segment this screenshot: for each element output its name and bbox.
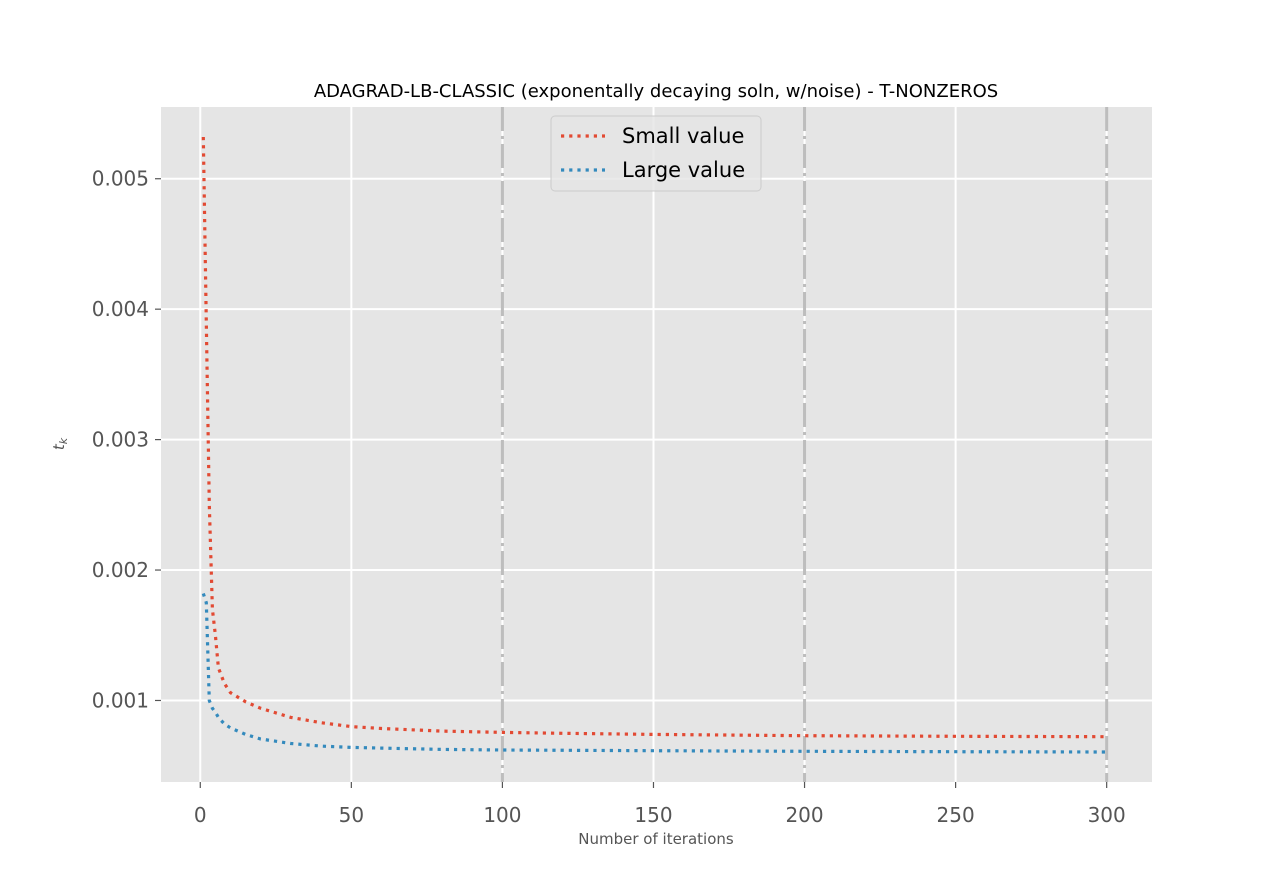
plot-area	[161, 107, 1152, 782]
y-tick-label: 0.003	[92, 428, 149, 452]
series-line-small-value	[201, 136, 1107, 739]
series-line-large-value	[201, 593, 1107, 754]
x-tick-label: 150	[634, 803, 672, 827]
y-tick-label: 0.004	[92, 297, 149, 321]
y-tick-label: 0.005	[92, 167, 149, 191]
x-axis-label: Number of iterations	[578, 830, 734, 848]
x-tick-label: 300	[1088, 803, 1126, 827]
chart-title: ADAGRAD-LB-CLASSIC (exponentally decayin…	[314, 81, 998, 102]
legend-label-small-value: Small value	[622, 124, 744, 148]
legend: Small value Large value	[550, 115, 762, 192]
vertical-markers	[500, 107, 1109, 782]
legend-label-large-value: Large value	[622, 158, 745, 182]
y-axis-ticks: 0.001 0.002 0.003 0.004 0.005	[92, 167, 161, 712]
x-axis-ticks: 0 50 100 150 200 250 300	[194, 782, 1126, 827]
y-tick-label: 0.001	[92, 688, 149, 712]
x-tick-label: 50	[339, 803, 364, 827]
x-tick-label: 100	[483, 803, 521, 827]
x-tick-label: 0	[194, 803, 207, 827]
series-lines	[201, 136, 1107, 754]
x-tick-label: 250	[937, 803, 975, 827]
x-tick-label: 200	[785, 803, 823, 827]
y-tick-label: 0.002	[92, 558, 149, 582]
